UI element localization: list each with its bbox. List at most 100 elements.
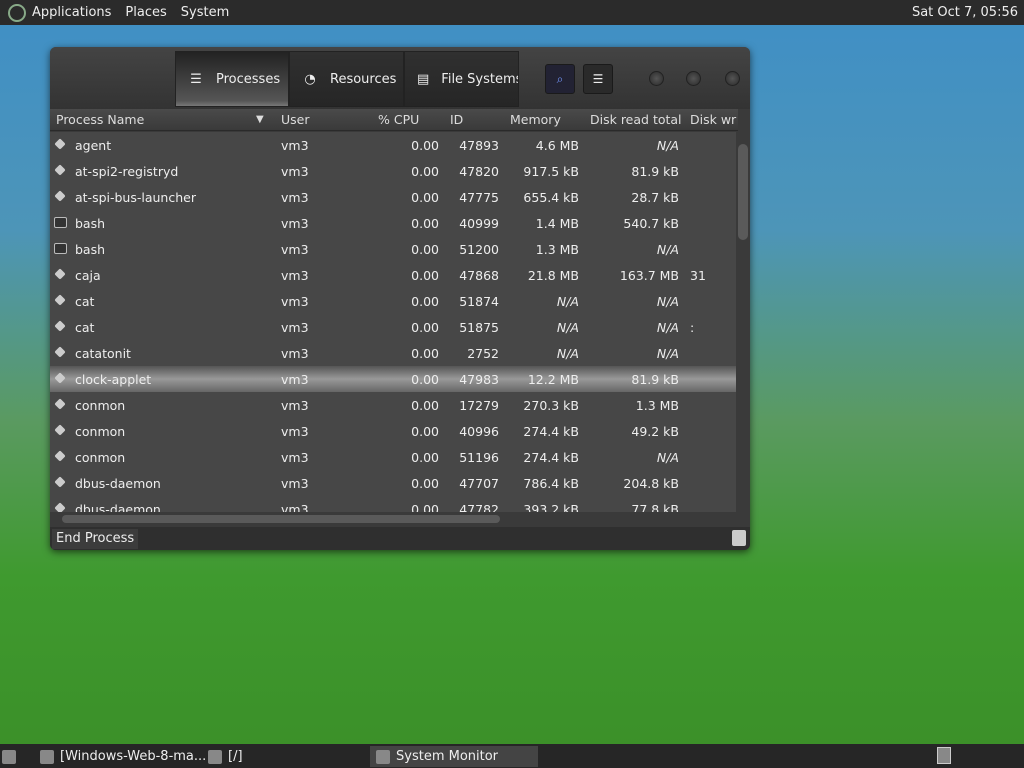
info-icon[interactable] <box>732 530 746 546</box>
task-label: System Monitor <box>396 749 499 764</box>
table-row[interactable]: caja vm3 0.00 47868 21.8 MB 163.7 MB 31 <box>50 262 736 288</box>
cell-cpu: 0.00 <box>411 294 439 309</box>
table-row[interactable]: dbus-daemon vm3 0.00 47707 786.4 kB 204.8 kB <box>50 470 736 496</box>
cell-cpu: 0.00 <box>411 190 439 205</box>
tab-file-systems[interactable]: ▤ File Systems <box>404 51 519 107</box>
sort-desc-icon: ▼ <box>256 114 264 125</box>
workspace-switcher[interactable] <box>937 747 951 764</box>
col-id[interactable]: ID <box>450 112 464 127</box>
table-row[interactable]: dbus-daemon vm3 0.00 47782 393.2 kB 77.8 kB <box>50 496 736 512</box>
col-memory[interactable]: Memory <box>510 112 561 127</box>
clock[interactable]: Sat Oct 7, 05:56 <box>911 5 1018 20</box>
desktop-icon <box>2 749 16 764</box>
cell-mem: 270.3 kB <box>523 398 579 413</box>
cell-id: 47983 <box>459 372 499 387</box>
cell-mem: 917.5 kB <box>523 164 579 179</box>
cell-cpu: 0.00 <box>411 268 439 283</box>
cell-user: vm3 <box>281 320 309 335</box>
process-icon <box>54 398 66 410</box>
show-desktop-button[interactable] <box>2 746 22 767</box>
menu-places[interactable]: Places <box>125 5 167 20</box>
vertical-scrollbar[interactable] <box>736 132 750 512</box>
cell-id: 47893 <box>459 138 499 153</box>
tab-processes[interactable]: ☰ Processes <box>175 51 289 107</box>
minimize-button[interactable] <box>649 71 664 86</box>
table-row[interactable]: clock-applet vm3 0.00 47983 12.2 MB 81.9 kB <box>50 366 736 392</box>
cell-user: vm3 <box>281 268 309 283</box>
table-row[interactable]: conmon vm3 0.00 51196 274.4 kB N/A <box>50 444 736 470</box>
table-row[interactable]: cat vm3 0.00 51874 N/A N/A <box>50 288 736 314</box>
cell-cpu: 0.00 <box>411 346 439 361</box>
process-icon <box>54 450 66 462</box>
cell-write: 31 <box>690 268 706 283</box>
cell-read: 81.9 kB <box>631 164 679 179</box>
cell-read: 540.7 kB <box>623 216 679 231</box>
cell-user: vm3 <box>281 190 309 205</box>
table-row[interactable]: bash vm3 0.00 51200 1.3 MB N/A <box>50 236 736 262</box>
taskbar-item-active[interactable]: System Monitor <box>370 746 538 767</box>
toolbar: ☰ Processes ◔ Resources ▤ File Systems ⌕ ☰ <box>50 47 750 109</box>
taskbar-item[interactable]: [/] <box>208 746 243 767</box>
cell-user: vm3 <box>281 294 309 309</box>
menu-button[interactable]: ☰ <box>583 64 613 94</box>
cell-mem: 786.4 kB <box>523 476 579 491</box>
table-row[interactable]: catatonit vm3 0.00 2752 N/A N/A <box>50 340 736 366</box>
scroll-thumb[interactable] <box>738 144 748 240</box>
table-row[interactable]: at-spi-bus-launcher vm3 0.00 47775 655.4 kB 2… <box>50 184 736 210</box>
cell-id: 51875 <box>459 320 499 335</box>
col-cpu[interactable]: % CPU <box>378 112 420 127</box>
scroll-thumb[interactable] <box>62 515 500 523</box>
cell-user: vm3 <box>281 450 309 465</box>
cell-cpu: 0.00 <box>411 502 439 512</box>
menu-applications[interactable]: Applications <box>32 5 112 20</box>
col-disk-read[interactable]: Disk read total <box>590 112 682 127</box>
horizontal-scrollbar[interactable] <box>50 512 736 526</box>
process-icon <box>54 476 66 488</box>
mate-logo-icon[interactable] <box>8 3 26 22</box>
cell-id: 40996 <box>459 424 499 439</box>
cell-cpu: 0.00 <box>411 242 439 257</box>
cell-user: vm3 <box>281 424 309 439</box>
end-process-button[interactable]: End Process <box>52 529 139 549</box>
cell-name: at-spi2-registryd <box>75 164 179 179</box>
cell-id: 47707 <box>459 476 499 491</box>
process-icon <box>54 294 66 306</box>
cell-user: vm3 <box>281 398 309 413</box>
table-row[interactable]: agent vm3 0.00 47893 4.6 MB N/A <box>50 132 736 158</box>
cell-user: vm3 <box>281 346 309 361</box>
search-icon: ⌕ <box>556 71 564 86</box>
cell-id: 51200 <box>459 242 499 257</box>
cell-read: N/A <box>656 138 679 153</box>
search-button[interactable]: ⌕ <box>545 64 575 94</box>
process-icon <box>54 164 66 176</box>
maximize-button[interactable] <box>686 71 701 86</box>
table-row[interactable]: bash vm3 0.00 40999 1.4 MB 540.7 kB <box>50 210 736 236</box>
cell-read: 49.2 kB <box>631 424 679 439</box>
tab-resources[interactable]: ◔ Resources <box>289 51 404 107</box>
cell-name: at-spi-bus-launcher <box>75 190 196 205</box>
cell-read: N/A <box>656 242 679 257</box>
menu-system[interactable]: System <box>180 5 230 20</box>
table-row[interactable]: conmon vm3 0.00 40996 274.4 kB 49.2 kB <box>50 418 736 444</box>
cell-user: vm3 <box>281 164 309 179</box>
table-header: Process Name ▼ User % CPU ID Memory Disk… <box>50 109 738 131</box>
table-row[interactable]: cat vm3 0.00 51875 N/A N/A: <box>50 314 736 340</box>
cell-name: bash <box>75 216 106 231</box>
cell-name: dbus-daemon <box>75 502 161 512</box>
process-icon <box>54 424 66 436</box>
table-row[interactable]: conmon vm3 0.00 17279 270.3 kB 1.3 MB <box>50 392 736 418</box>
cell-mem: 21.8 MB <box>527 268 579 283</box>
col-process-name[interactable]: Process Name <box>56 112 145 127</box>
col-user[interactable]: User <box>281 112 310 127</box>
cell-mem: 4.6 MB <box>535 138 579 153</box>
table-row[interactable]: at-spi2-registryd vm3 0.00 47820 917.5 kB 81.… <box>50 158 736 184</box>
close-button[interactable] <box>725 71 740 86</box>
cell-name: clock-applet <box>75 372 152 387</box>
col-disk-write[interactable]: Disk wr <box>690 112 737 127</box>
taskbar-item[interactable]: [Windows-Web-8-ma... <box>40 746 206 767</box>
system-monitor-window: ☰ Processes ◔ Resources ▤ File Systems ⌕ ☰ … <box>50 47 750 550</box>
cell-user: vm3 <box>281 372 309 387</box>
bottom-panel: [Windows-Web-8-ma... [/] System Monitor <box>0 744 1024 768</box>
cell-mem: 12.2 MB <box>527 372 579 387</box>
terminal-icon <box>54 243 67 254</box>
